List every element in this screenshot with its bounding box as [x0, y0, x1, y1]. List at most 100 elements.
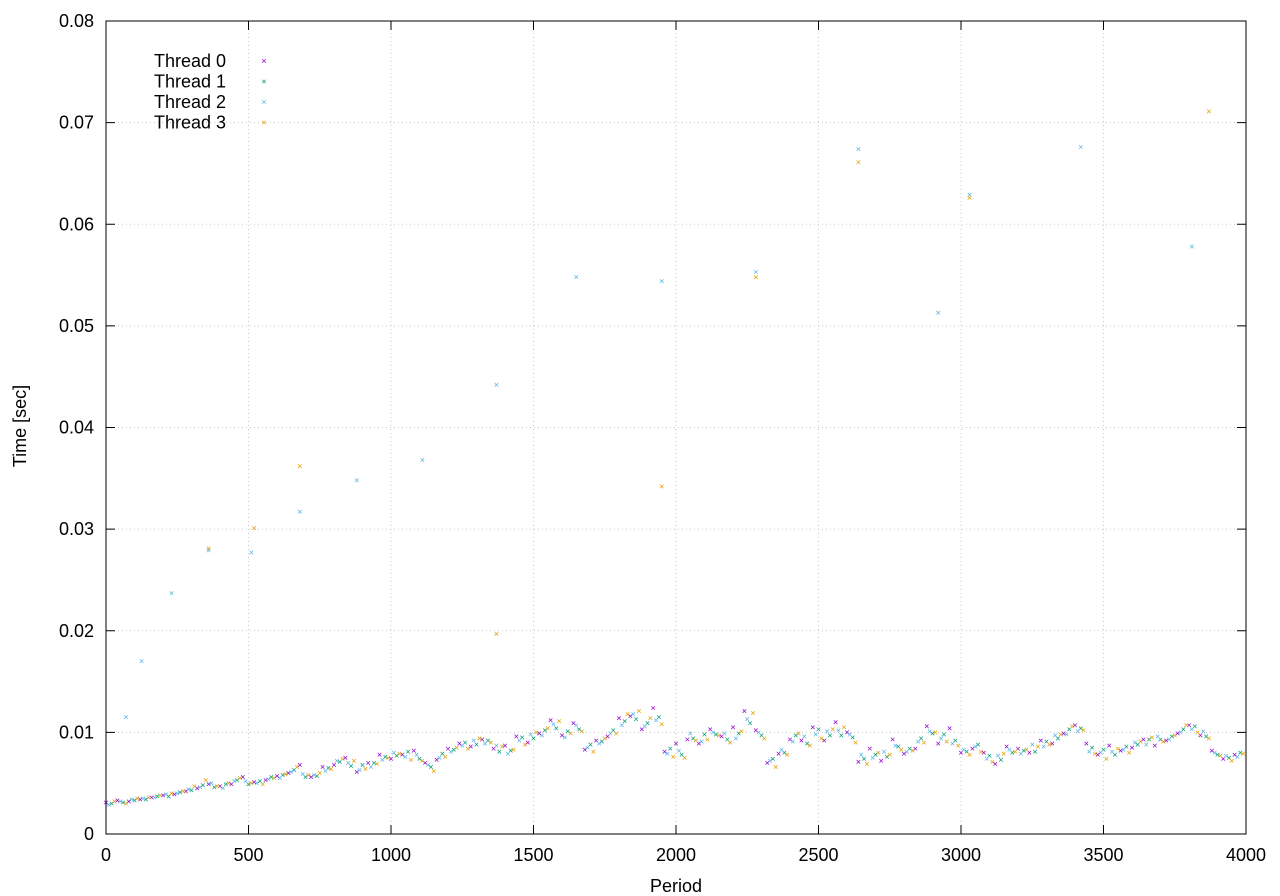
data-point	[1041, 744, 1046, 749]
data-point	[1090, 745, 1095, 750]
data-point	[1172, 733, 1177, 738]
data-point	[805, 741, 810, 746]
series-thread-2	[106, 144, 1240, 807]
data-point	[329, 766, 334, 772]
data-point	[505, 751, 510, 756]
data-point	[106, 802, 111, 807]
data-point	[1167, 737, 1172, 742]
data-point	[317, 770, 322, 776]
data-point	[836, 728, 841, 733]
data-point	[209, 781, 214, 786]
data-point	[309, 775, 314, 780]
data-point	[890, 737, 895, 742]
data-point	[813, 732, 818, 737]
data-point	[269, 775, 274, 780]
data-point	[947, 726, 952, 731]
data-point	[867, 746, 872, 751]
data-point	[631, 712, 636, 717]
data-point	[996, 753, 1001, 758]
outlier-point	[1206, 109, 1211, 114]
data-point	[1061, 731, 1066, 736]
outlier-point	[936, 310, 941, 315]
data-point	[143, 797, 148, 802]
data-point	[1098, 750, 1103, 755]
data-point	[172, 792, 177, 797]
data-point	[1178, 730, 1183, 735]
data-point	[1127, 750, 1132, 755]
data-point	[882, 749, 887, 754]
data-point	[939, 736, 944, 741]
series-thread-0	[103, 705, 1237, 805]
data-point	[597, 741, 602, 746]
data-point	[152, 795, 157, 800]
y-tick-label: 0	[84, 824, 94, 844]
data-point	[636, 708, 641, 714]
data-point	[884, 754, 889, 759]
outlier-point	[967, 195, 972, 200]
data-point	[331, 762, 337, 767]
outlier-point	[139, 659, 144, 664]
data-point	[625, 712, 630, 717]
legend-marker	[261, 120, 267, 125]
data-point	[739, 729, 744, 734]
data-point	[1075, 729, 1080, 734]
data-point	[226, 781, 231, 786]
data-point	[1081, 728, 1086, 733]
x-tick-label: 0	[101, 845, 111, 865]
data-point	[451, 747, 456, 752]
data-point	[614, 731, 619, 736]
data-point	[916, 739, 921, 744]
data-point	[585, 745, 590, 750]
data-point	[192, 784, 197, 789]
data-point	[665, 751, 670, 756]
data-point	[1110, 749, 1115, 754]
x-tick-label: 3000	[941, 845, 981, 865]
data-point	[1132, 740, 1137, 745]
data-point	[736, 731, 741, 736]
x-tick-label: 500	[233, 845, 263, 865]
legend-label: Thread 1	[154, 72, 226, 92]
data-point	[796, 731, 801, 736]
data-point	[1206, 736, 1211, 741]
data-point	[500, 744, 505, 749]
data-point	[423, 760, 428, 765]
data-point	[551, 722, 556, 727]
data-point	[628, 714, 633, 719]
data-point	[474, 742, 479, 747]
data-point	[688, 731, 693, 736]
data-point	[921, 740, 926, 745]
data-point	[480, 737, 485, 742]
data-point	[568, 731, 573, 736]
data-point	[528, 732, 533, 737]
data-point	[465, 746, 470, 751]
y-tick-label: 0.02	[59, 621, 94, 641]
data-point	[289, 769, 294, 775]
data-point	[862, 756, 867, 761]
data-point	[1155, 734, 1160, 739]
data-point	[540, 733, 545, 738]
data-point	[545, 726, 550, 731]
data-point	[768, 758, 773, 763]
data-point	[785, 752, 790, 757]
data-point	[428, 764, 433, 769]
data-point	[249, 781, 254, 786]
data-point	[984, 756, 989, 761]
data-point	[790, 739, 795, 744]
outlier-point	[967, 192, 972, 197]
data-point	[941, 732, 946, 737]
data-point	[642, 724, 647, 729]
data-point	[1235, 754, 1240, 759]
data-point	[514, 734, 519, 739]
data-point	[562, 735, 567, 740]
data-point	[431, 768, 436, 774]
outlier-point	[659, 279, 664, 284]
data-point	[406, 749, 411, 754]
data-point	[323, 768, 328, 774]
data-point	[742, 708, 747, 714]
data-point	[1053, 733, 1058, 738]
data-point	[659, 722, 664, 727]
data-point	[1018, 751, 1023, 756]
data-point	[622, 719, 627, 724]
data-point	[534, 730, 539, 735]
data-point	[235, 778, 240, 783]
